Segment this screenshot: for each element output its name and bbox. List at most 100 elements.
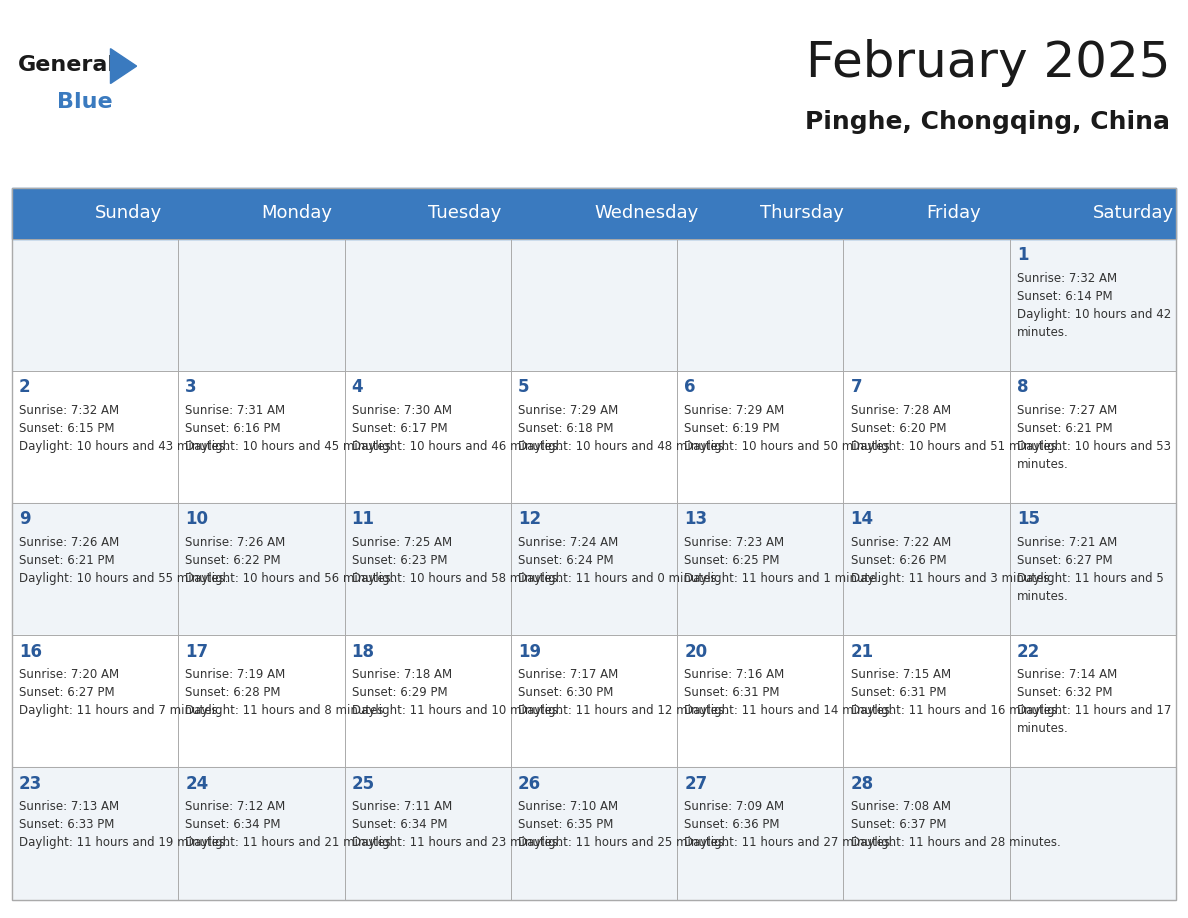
Text: Sunrise: 7:18 AM
Sunset: 6:29 PM
Daylight: 11 hours and 10 minutes.: Sunrise: 7:18 AM Sunset: 6:29 PM Dayligh… [352, 668, 562, 717]
Bar [511, 503, 677, 635]
Bar [12, 239, 178, 371]
Bar [12, 503, 178, 635]
Text: 3: 3 [185, 378, 197, 397]
Text: Sunrise: 7:29 AM
Sunset: 6:18 PM
Daylight: 10 hours and 48 minutes.: Sunrise: 7:29 AM Sunset: 6:18 PM Dayligh… [518, 404, 727, 453]
Text: 21: 21 [851, 643, 873, 661]
Text: 27: 27 [684, 775, 708, 793]
Bar [677, 371, 843, 503]
Text: 11: 11 [352, 510, 374, 529]
Text: Sunrise: 7:20 AM
Sunset: 6:27 PM
Daylight: 11 hours and 7 minutes.: Sunrise: 7:20 AM Sunset: 6:27 PM Dayligh… [19, 668, 221, 717]
Text: Monday: Monday [261, 205, 333, 222]
Text: 24: 24 [185, 775, 209, 793]
Bar [1010, 239, 1176, 371]
Text: 2: 2 [19, 378, 31, 397]
Text: Blue: Blue [57, 92, 113, 112]
Text: Sunrise: 7:16 AM
Sunset: 6:31 PM
Daylight: 11 hours and 14 minutes.: Sunrise: 7:16 AM Sunset: 6:31 PM Dayligh… [684, 668, 895, 717]
Text: Sunrise: 7:32 AM
Sunset: 6:15 PM
Daylight: 10 hours and 43 minutes.: Sunrise: 7:32 AM Sunset: 6:15 PM Dayligh… [19, 404, 228, 453]
Bar [12, 188, 1176, 239]
Text: Sunrise: 7:19 AM
Sunset: 6:28 PM
Daylight: 11 hours and 8 minutes.: Sunrise: 7:19 AM Sunset: 6:28 PM Dayligh… [185, 668, 387, 717]
Bar [511, 239, 677, 371]
Bar [677, 767, 843, 900]
Text: 13: 13 [684, 510, 707, 529]
Text: Sunrise: 7:27 AM
Sunset: 6:21 PM
Daylight: 10 hours and 53 minutes.: Sunrise: 7:27 AM Sunset: 6:21 PM Dayligh… [1017, 404, 1171, 471]
Text: Sunrise: 7:12 AM
Sunset: 6:34 PM
Daylight: 11 hours and 21 minutes.: Sunrise: 7:12 AM Sunset: 6:34 PM Dayligh… [185, 800, 396, 849]
Text: Sunrise: 7:29 AM
Sunset: 6:19 PM
Daylight: 10 hours and 50 minutes.: Sunrise: 7:29 AM Sunset: 6:19 PM Dayligh… [684, 404, 893, 453]
Bar [677, 503, 843, 635]
Text: Sunrise: 7:17 AM
Sunset: 6:30 PM
Daylight: 11 hours and 12 minutes.: Sunrise: 7:17 AM Sunset: 6:30 PM Dayligh… [518, 668, 728, 717]
Bar [12, 635, 178, 767]
Text: Sunrise: 7:23 AM
Sunset: 6:25 PM
Daylight: 11 hours and 1 minute.: Sunrise: 7:23 AM Sunset: 6:25 PM Dayligh… [684, 536, 880, 585]
Bar [12, 188, 1176, 900]
Text: Sunrise: 7:26 AM
Sunset: 6:22 PM
Daylight: 10 hours and 56 minutes.: Sunrise: 7:26 AM Sunset: 6:22 PM Dayligh… [185, 536, 394, 585]
Text: Sunrise: 7:30 AM
Sunset: 6:17 PM
Daylight: 10 hours and 46 minutes.: Sunrise: 7:30 AM Sunset: 6:17 PM Dayligh… [352, 404, 562, 453]
Bar [843, 239, 1010, 371]
Text: Pinghe, Chongqing, China: Pinghe, Chongqing, China [805, 110, 1170, 134]
Text: Tuesday: Tuesday [428, 205, 501, 222]
Bar [677, 239, 843, 371]
Text: 6: 6 [684, 378, 696, 397]
Text: Sunrise: 7:13 AM
Sunset: 6:33 PM
Daylight: 11 hours and 19 minutes.: Sunrise: 7:13 AM Sunset: 6:33 PM Dayligh… [19, 800, 229, 849]
Text: Sunrise: 7:31 AM
Sunset: 6:16 PM
Daylight: 10 hours and 45 minutes.: Sunrise: 7:31 AM Sunset: 6:16 PM Dayligh… [185, 404, 394, 453]
Bar [1010, 503, 1176, 635]
Bar [843, 635, 1010, 767]
Text: 23: 23 [19, 775, 43, 793]
Text: Thursday: Thursday [760, 205, 845, 222]
Text: Wednesday: Wednesday [594, 205, 699, 222]
Text: 22: 22 [1017, 643, 1041, 661]
Text: Sunrise: 7:22 AM
Sunset: 6:26 PM
Daylight: 11 hours and 3 minutes.: Sunrise: 7:22 AM Sunset: 6:26 PM Dayligh… [851, 536, 1053, 585]
Bar [511, 635, 677, 767]
Polygon shape [110, 49, 137, 84]
Text: 12: 12 [518, 510, 541, 529]
Text: Sunday: Sunday [95, 205, 163, 222]
Bar [345, 503, 511, 635]
Text: 14: 14 [851, 510, 873, 529]
Text: 15: 15 [1017, 510, 1040, 529]
Text: Sunrise: 7:25 AM
Sunset: 6:23 PM
Daylight: 10 hours and 58 minutes.: Sunrise: 7:25 AM Sunset: 6:23 PM Dayligh… [352, 536, 561, 585]
Text: 5: 5 [518, 378, 530, 397]
Bar [178, 239, 345, 371]
Text: 28: 28 [851, 775, 873, 793]
Text: General: General [18, 55, 115, 75]
Text: Sunrise: 7:08 AM
Sunset: 6:37 PM
Daylight: 11 hours and 28 minutes.: Sunrise: 7:08 AM Sunset: 6:37 PM Dayligh… [851, 800, 1061, 849]
Bar [843, 371, 1010, 503]
Bar [12, 767, 178, 900]
Bar [178, 767, 345, 900]
Bar [511, 371, 677, 503]
Text: 9: 9 [19, 510, 31, 529]
Bar [843, 767, 1010, 900]
Bar [511, 767, 677, 900]
Text: Sunrise: 7:26 AM
Sunset: 6:21 PM
Daylight: 10 hours and 55 minutes.: Sunrise: 7:26 AM Sunset: 6:21 PM Dayligh… [19, 536, 228, 585]
Text: 4: 4 [352, 378, 364, 397]
Bar [677, 635, 843, 767]
Text: 17: 17 [185, 643, 208, 661]
Bar [178, 635, 345, 767]
Text: Sunrise: 7:10 AM
Sunset: 6:35 PM
Daylight: 11 hours and 25 minutes.: Sunrise: 7:10 AM Sunset: 6:35 PM Dayligh… [518, 800, 728, 849]
Bar [178, 503, 345, 635]
Text: February 2025: February 2025 [805, 39, 1170, 87]
Text: 10: 10 [185, 510, 208, 529]
Bar [843, 503, 1010, 635]
Text: Sunrise: 7:11 AM
Sunset: 6:34 PM
Daylight: 11 hours and 23 minutes.: Sunrise: 7:11 AM Sunset: 6:34 PM Dayligh… [352, 800, 562, 849]
Bar [1010, 371, 1176, 503]
Text: 7: 7 [851, 378, 862, 397]
Bar [345, 371, 511, 503]
Text: 20: 20 [684, 643, 707, 661]
Bar [1010, 767, 1176, 900]
Text: Saturday: Saturday [1093, 205, 1174, 222]
Text: Sunrise: 7:32 AM
Sunset: 6:14 PM
Daylight: 10 hours and 42 minutes.: Sunrise: 7:32 AM Sunset: 6:14 PM Dayligh… [1017, 272, 1171, 339]
Text: Sunrise: 7:28 AM
Sunset: 6:20 PM
Daylight: 10 hours and 51 minutes.: Sunrise: 7:28 AM Sunset: 6:20 PM Dayligh… [851, 404, 1060, 453]
Bar [345, 635, 511, 767]
Text: Sunrise: 7:14 AM
Sunset: 6:32 PM
Daylight: 11 hours and 17 minutes.: Sunrise: 7:14 AM Sunset: 6:32 PM Dayligh… [1017, 668, 1171, 735]
Text: 18: 18 [352, 643, 374, 661]
Text: Sunrise: 7:15 AM
Sunset: 6:31 PM
Daylight: 11 hours and 16 minutes.: Sunrise: 7:15 AM Sunset: 6:31 PM Dayligh… [851, 668, 1061, 717]
Bar [178, 371, 345, 503]
Text: 25: 25 [352, 775, 374, 793]
Text: Sunrise: 7:21 AM
Sunset: 6:27 PM
Daylight: 11 hours and 5 minutes.: Sunrise: 7:21 AM Sunset: 6:27 PM Dayligh… [1017, 536, 1164, 603]
Text: 16: 16 [19, 643, 42, 661]
Bar [345, 239, 511, 371]
Text: 19: 19 [518, 643, 541, 661]
Text: 8: 8 [1017, 378, 1029, 397]
Text: Friday: Friday [927, 205, 981, 222]
Bar [12, 371, 178, 503]
Text: Sunrise: 7:09 AM
Sunset: 6:36 PM
Daylight: 11 hours and 27 minutes.: Sunrise: 7:09 AM Sunset: 6:36 PM Dayligh… [684, 800, 895, 849]
